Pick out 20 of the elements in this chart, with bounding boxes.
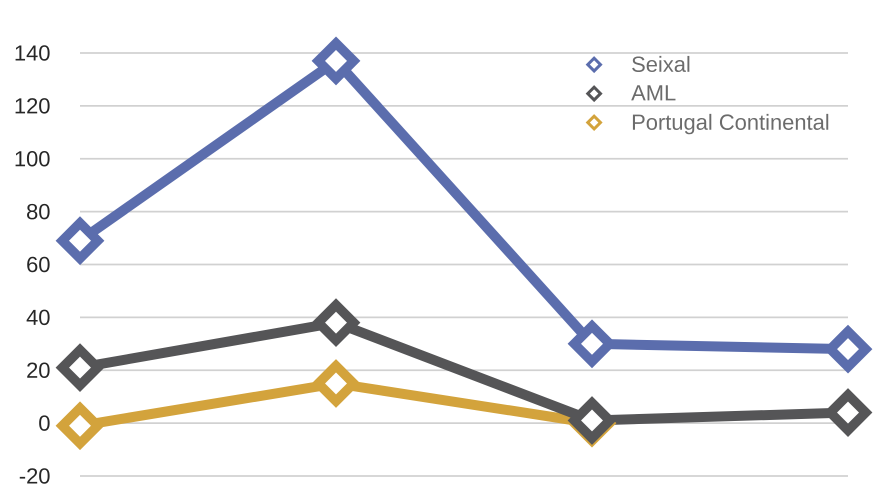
y-tick-label: 60 [27, 256, 50, 272]
point [570, 398, 614, 443]
y-tick-label: 20 [27, 362, 50, 378]
point [314, 300, 358, 346]
point [826, 390, 870, 435]
point [58, 218, 102, 264]
y-tick-label: 80 [27, 204, 50, 220]
point [58, 345, 102, 390]
y-tick-label: 40 [26, 310, 50, 326]
point [314, 38, 358, 84]
point [314, 361, 358, 406]
y-tick-label: 100 [16, 150, 50, 167]
y-tick-label: 120 [16, 98, 50, 114]
y-tick-label: -20 [20, 468, 50, 484]
y-tick-label: 0 [39, 415, 50, 431]
point [58, 403, 102, 448]
legend-label: Seixal [632, 56, 690, 72]
legend-label: Portugal Continental [632, 114, 828, 134]
legend-label: AML [631, 85, 676, 100]
y-tick-label: 140 [16, 45, 50, 61]
